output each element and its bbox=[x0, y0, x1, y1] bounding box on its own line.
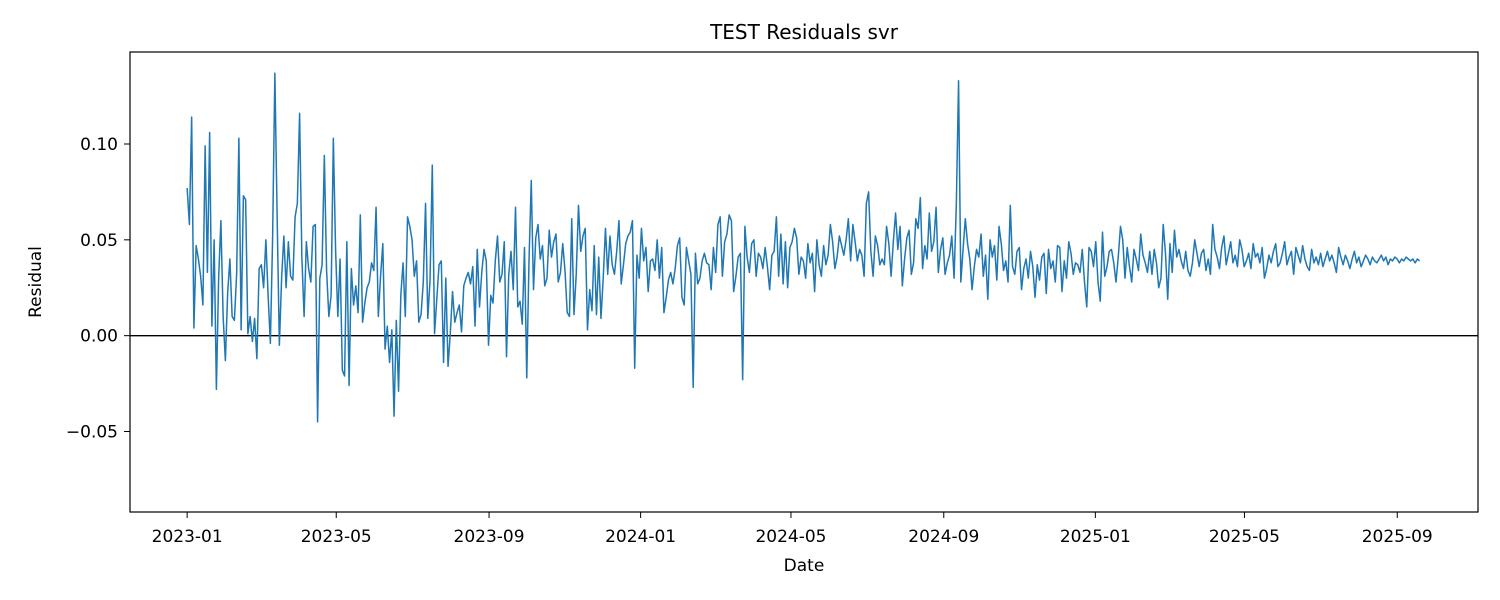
y-axis-title: Residual bbox=[26, 246, 46, 318]
residual-series-line bbox=[186, 72, 1421, 423]
chart-title: TEST Residuals svr bbox=[709, 20, 899, 44]
y-tick-label: 0.05 bbox=[80, 231, 118, 251]
x-tick-label: 2025-05 bbox=[1209, 527, 1280, 547]
y-tick-label: 0.10 bbox=[80, 135, 118, 155]
x-axis: 2023-01 2023-05 2023-09 2024-01 2024-05 2024-… bbox=[152, 512, 1433, 547]
x-tick-label: 2024-01 bbox=[605, 527, 676, 547]
x-axis-title: Date bbox=[784, 556, 825, 576]
x-tick-label: 2023-01 bbox=[152, 527, 223, 547]
x-tick-label: 2023-09 bbox=[454, 527, 525, 547]
x-tick-label: 2024-05 bbox=[755, 527, 826, 547]
x-tick-label: 2024-09 bbox=[908, 527, 979, 547]
x-tick-label: 2025-01 bbox=[1060, 527, 1131, 547]
y-tick-label: −0.05 bbox=[66, 423, 118, 443]
y-tick-label: 0.00 bbox=[80, 327, 118, 347]
x-tick-label: 2025-09 bbox=[1362, 527, 1433, 547]
plot-area-frame bbox=[129, 51, 1479, 513]
y-axis: −0.05 0.00 0.05 0.10 bbox=[66, 135, 130, 443]
x-tick-label: 2023-05 bbox=[301, 527, 372, 547]
